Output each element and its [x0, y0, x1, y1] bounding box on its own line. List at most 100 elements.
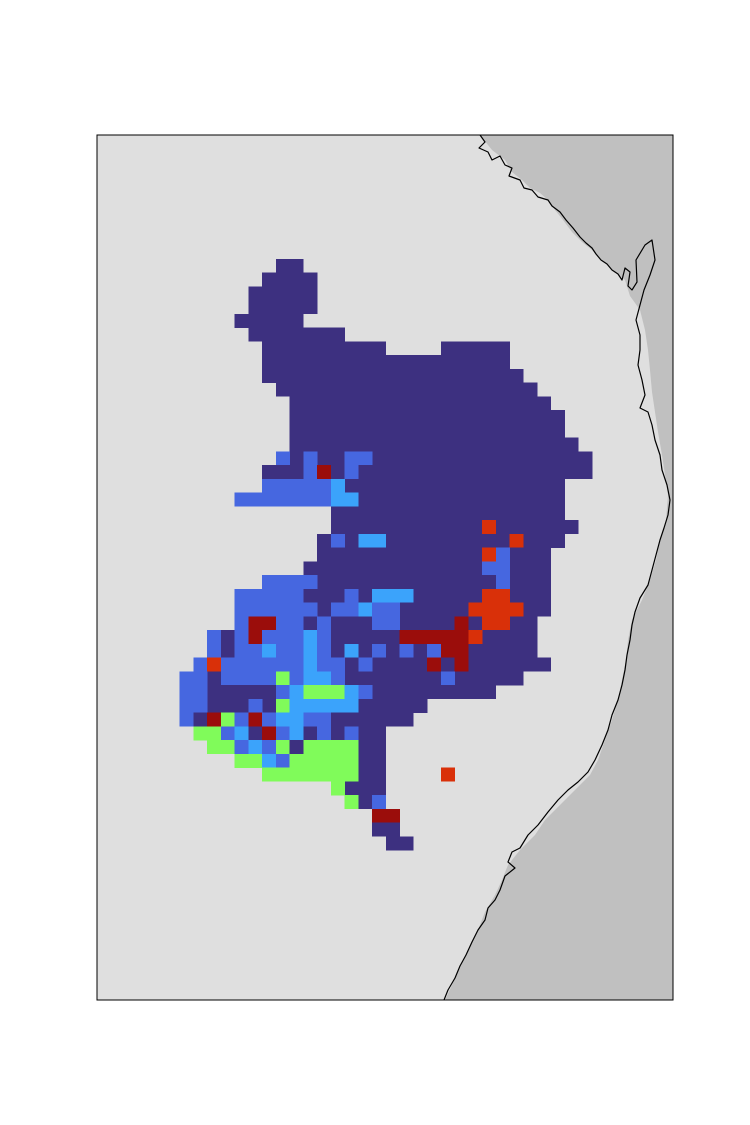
- cell-dark-indigo: [262, 341, 387, 356]
- cell-dark-indigo: [275, 382, 538, 397]
- cell-royal-blue: [220, 726, 235, 741]
- cell-royal-blue: [193, 657, 208, 672]
- cell-royal-blue: [344, 465, 359, 480]
- cell-light-green: [344, 795, 359, 810]
- cell-royal-blue: [289, 671, 304, 686]
- cell-sky-blue: [262, 643, 277, 658]
- cell-royal-blue: [495, 547, 510, 562]
- map-frame: [96, 134, 674, 1001]
- cell-royal-blue: [372, 616, 400, 631]
- cell-sky-blue: [234, 726, 249, 741]
- cell-light-green: [220, 712, 235, 727]
- cell-royal-blue: [234, 588, 304, 603]
- cell-royal-blue: [234, 712, 249, 727]
- cell-sky-blue: [262, 753, 277, 768]
- cell-royal-blue: [427, 643, 442, 658]
- cell-royal-blue: [317, 726, 332, 741]
- cell-orange-red: [482, 588, 510, 603]
- cell-light-green: [275, 698, 290, 713]
- cell-dark-indigo: [289, 437, 579, 452]
- cell-royal-blue: [372, 795, 387, 810]
- cell-royal-blue: [317, 657, 345, 672]
- cell-dark-indigo: [262, 575, 552, 590]
- cell-dark-red: [248, 630, 263, 645]
- cell-royal-blue: [207, 630, 222, 645]
- cell-royal-blue: [440, 671, 455, 686]
- cell-dark-red: [262, 726, 277, 741]
- cell-light-green: [262, 767, 359, 782]
- cell-dark-red: [248, 712, 263, 727]
- cell-royal-blue: [220, 671, 277, 686]
- cell-sky-blue: [344, 685, 359, 700]
- cell-dark-indigo: [275, 258, 304, 273]
- cell-dark-indigo: [372, 822, 400, 837]
- cell-dark-red: [427, 657, 442, 672]
- cell-light-green: [303, 740, 359, 755]
- cell-royal-blue: [330, 533, 345, 548]
- cell-royal-blue: [193, 685, 208, 700]
- cell-dark-indigo: [248, 300, 318, 315]
- cell-royal-blue: [303, 451, 318, 466]
- cell-royal-blue: [372, 643, 387, 658]
- cell-dark-indigo: [289, 740, 304, 755]
- cell-dark-indigo: [289, 410, 565, 425]
- cell-royal-blue: [234, 492, 332, 507]
- cell-sky-blue: [372, 588, 414, 603]
- cell-light-green: [289, 753, 359, 768]
- cell-royal-blue: [344, 588, 359, 603]
- cell-dark-indigo: [385, 836, 414, 851]
- cell-dark-indigo: [262, 368, 524, 383]
- cell-royal-blue: [220, 657, 304, 672]
- cell-orange-red: [482, 520, 497, 535]
- cell-light-green: [234, 753, 263, 768]
- cell-sky-blue: [358, 602, 373, 617]
- cell-royal-blue: [358, 657, 373, 672]
- cell-orange-red: [468, 630, 483, 645]
- cell-dark-indigo: [262, 355, 510, 370]
- cell-sky-blue: [289, 685, 304, 700]
- cell-dark-indigo: [330, 506, 565, 521]
- cell-sky-blue: [303, 630, 318, 645]
- cell-royal-blue: [262, 630, 304, 645]
- cell-dark-indigo: [289, 423, 565, 438]
- cell-light-green: [303, 685, 345, 700]
- cell-royal-blue: [495, 575, 510, 590]
- cell-royal-blue: [344, 451, 373, 466]
- cell-dark-red: [372, 808, 400, 823]
- cell-royal-blue: [179, 698, 208, 713]
- cell-royal-blue: [234, 643, 263, 658]
- cell-royal-blue: [275, 726, 290, 741]
- cell-royal-blue: [344, 726, 359, 741]
- cell-royal-blue: [234, 616, 249, 631]
- cell-royal-blue: [275, 685, 290, 700]
- cell-sky-blue: [275, 712, 304, 727]
- cell-sky-blue: [358, 533, 387, 548]
- cell-sky-blue: [303, 643, 318, 658]
- cell-royal-blue: [262, 575, 318, 590]
- cell-royal-blue: [248, 698, 263, 713]
- cell-dark-indigo: [289, 396, 552, 411]
- ocean-region: [445, 135, 673, 1000]
- cell-dark-indigo: [330, 520, 579, 535]
- cell-sky-blue: [289, 726, 304, 741]
- cell-sky-blue: [303, 671, 332, 686]
- cell-sky-blue: [289, 698, 345, 713]
- coastline: [443, 135, 671, 1000]
- cell-royal-blue: [207, 643, 222, 658]
- cell-dark-red: [440, 643, 469, 658]
- cell-royal-blue: [330, 671, 345, 686]
- cell-royal-blue: [303, 712, 332, 727]
- cell-dark-indigo: [248, 286, 318, 301]
- cell-sky-blue: [303, 657, 318, 672]
- cell-sky-blue: [344, 643, 359, 658]
- cell-royal-blue: [262, 740, 277, 755]
- cell-royal-blue: [317, 616, 332, 631]
- cell-sky-blue: [330, 478, 345, 493]
- cell-royal-blue: [179, 685, 194, 700]
- cell-dark-red: [454, 616, 469, 631]
- cell-royal-blue: [234, 740, 249, 755]
- cell-royal-blue: [234, 630, 249, 645]
- cell-light-green: [275, 671, 290, 686]
- cell-light-green: [275, 740, 290, 755]
- cell-royal-blue: [303, 465, 318, 480]
